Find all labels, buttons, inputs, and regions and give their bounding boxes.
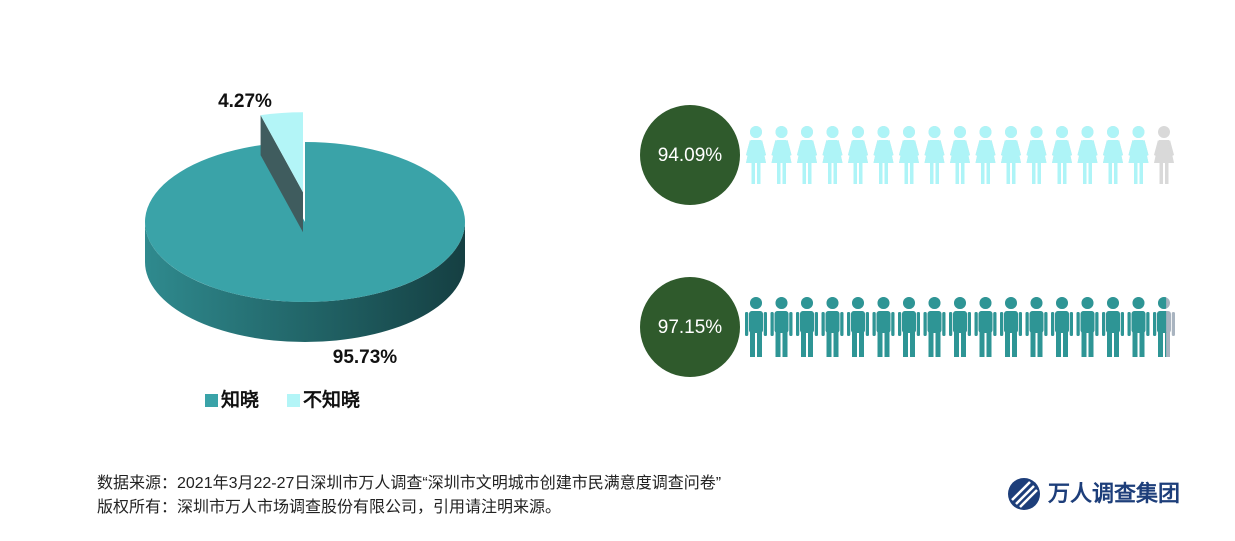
person-icon (1025, 297, 1048, 357)
value-badge (640, 277, 740, 377)
person-icon (770, 297, 793, 357)
person-icon (821, 297, 844, 357)
person-icon (1103, 126, 1123, 184)
pie-value-label: 4.27% (218, 91, 272, 112)
person-icon (745, 297, 767, 357)
copyright-note: 版权所有：深圳市万人市场调查股份有限公司，引用请注明来源。 (97, 498, 561, 516)
person-icon (950, 126, 970, 184)
person-icon (746, 126, 766, 184)
value-badge (640, 105, 740, 205)
person-icon (797, 126, 817, 184)
legend-swatch (287, 394, 300, 407)
pie-slice (260, 112, 303, 193)
person-icon (1026, 126, 1047, 184)
person-icon (848, 126, 868, 184)
source-note: 数据来源：2021年3月22-27日深圳市万人调查“深圳市文明城市创建市民满意度… (97, 473, 721, 492)
legend-label: 知晓 (221, 388, 259, 411)
person-icon (1052, 126, 1072, 184)
logo-stripes (1011, 481, 1038, 508)
person-icon (1153, 297, 1167, 357)
pie-slice (145, 142, 466, 302)
person-icon (822, 126, 843, 184)
person-icon (1077, 126, 1098, 184)
person-icon (1127, 297, 1150, 357)
person-icon (899, 126, 919, 184)
person-icon (1001, 126, 1021, 184)
legend-swatch (205, 394, 218, 407)
person-icon (1051, 297, 1073, 357)
person-icon (796, 297, 818, 357)
value-label: 97.15% (658, 317, 723, 338)
person-icon (1102, 297, 1124, 357)
person-icon (924, 126, 945, 184)
icon-row-filled (745, 297, 1167, 357)
person-icon (1000, 297, 1022, 357)
pie-inner-face (260, 115, 303, 233)
person-icon (1076, 297, 1099, 357)
person-icon (872, 297, 895, 357)
person-icon (949, 297, 971, 357)
person-icon (974, 297, 997, 357)
legend-label: 不知晓 (303, 388, 360, 411)
person-icon (923, 297, 946, 357)
pie-side (145, 222, 465, 342)
value-label: 94.09% (658, 145, 723, 166)
icon-row-filled (746, 126, 1149, 184)
person-icon (847, 297, 869, 357)
person-icon (771, 126, 792, 184)
person-icon (1154, 126, 1174, 184)
person-icon (898, 297, 920, 357)
logo: 万人调查集团 (1008, 478, 1180, 510)
logo-text: 万人调查集团 (1047, 481, 1180, 506)
person-icon (1128, 126, 1149, 184)
pie-value-label: 95.73% (333, 347, 398, 368)
person-icon (873, 126, 894, 184)
person-icon (975, 126, 996, 184)
logo-icon (1008, 478, 1040, 510)
